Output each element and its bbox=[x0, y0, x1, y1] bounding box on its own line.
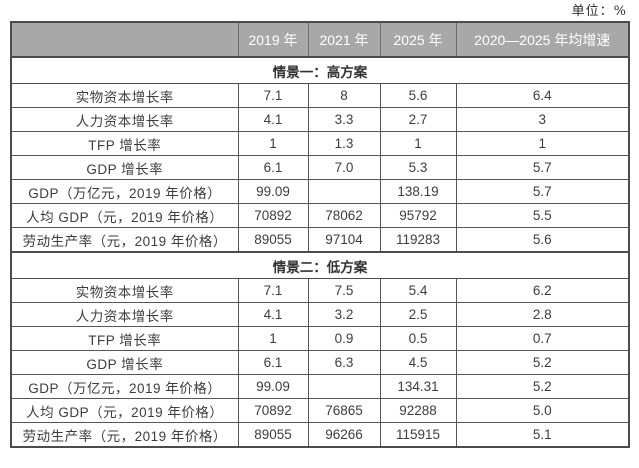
cell-avg: 0.7 bbox=[455, 326, 630, 351]
cell-2025: 119283 bbox=[379, 227, 457, 253]
table-row: 人力资本增长率 4.1 3.2 2.5 2.8 bbox=[10, 302, 630, 327]
cell-2019: 4.1 bbox=[237, 302, 309, 327]
cell-2025: 95792 bbox=[379, 203, 457, 228]
section-title-low: 情景二：低方案 bbox=[10, 251, 630, 279]
cell-avg: 5.6 bbox=[455, 227, 630, 253]
section-row-high: 情景一：高方案 bbox=[10, 56, 630, 84]
cell-2019: 70892 bbox=[237, 398, 309, 423]
cell-2019: 1 bbox=[237, 131, 309, 156]
cell-2025: 5.4 bbox=[379, 278, 457, 303]
cell-avg: 5.2 bbox=[455, 350, 630, 375]
table-row: TFP 增长率 1 1.3 1 1 bbox=[10, 131, 630, 156]
cell-2019: 89055 bbox=[237, 422, 309, 448]
table-row: 实物资本增长率 7.1 7.5 5.4 6.2 bbox=[10, 278, 630, 303]
cell-2021 bbox=[307, 179, 381, 204]
row-label: 人力资本增长率 bbox=[10, 302, 239, 327]
cell-2021: 96266 bbox=[307, 422, 381, 448]
cell-2019: 99.09 bbox=[237, 179, 309, 204]
row-label: GDP（万亿元，2019 年价格） bbox=[10, 374, 239, 399]
cell-avg: 5.7 bbox=[455, 155, 630, 180]
row-label: 实物资本增长率 bbox=[10, 278, 239, 303]
header-avg-growth: 2020—2025 年均增速 bbox=[455, 21, 630, 58]
cell-avg: 1 bbox=[455, 131, 630, 156]
cell-2019: 7.1 bbox=[237, 83, 309, 108]
cell-2021: 76865 bbox=[307, 398, 381, 423]
cell-avg: 5.7 bbox=[455, 179, 630, 204]
table-row: GDP 增长率 6.1 6.3 4.5 5.2 bbox=[10, 350, 630, 375]
cell-2025: 115915 bbox=[379, 422, 457, 448]
cell-avg: 6.4 bbox=[455, 83, 630, 108]
row-label: 劳动生产率（元，2019 年价格） bbox=[10, 422, 239, 448]
row-label: 人均 GDP（元，2019 年价格） bbox=[10, 203, 239, 228]
table-row: 人均 GDP（元，2019 年价格） 70892 76865 92288 5.0 bbox=[10, 398, 630, 423]
cell-2019: 99.09 bbox=[237, 374, 309, 399]
row-label: GDP 增长率 bbox=[10, 350, 239, 375]
cell-2025: 5.3 bbox=[379, 155, 457, 180]
table-row: GDP 增长率 6.1 7.0 5.3 5.7 bbox=[10, 155, 630, 180]
cell-2021: 97104 bbox=[307, 227, 381, 253]
cell-2021: 78062 bbox=[307, 203, 381, 228]
cell-2021 bbox=[307, 374, 381, 399]
cell-2021: 1.3 bbox=[307, 131, 381, 156]
row-label: 实物资本增长率 bbox=[10, 83, 239, 108]
cell-2025: 0.5 bbox=[379, 326, 457, 351]
table-row: GDP（万亿元，2019 年价格） 99.09 138.19 5.7 bbox=[10, 179, 630, 204]
table-row: 劳动生产率（元，2019 年价格） 89055 97104 119283 5.6 bbox=[10, 227, 630, 253]
cell-2021: 7.0 bbox=[307, 155, 381, 180]
table-row: 劳动生产率（元，2019 年价格） 89055 96266 115915 5.1 bbox=[10, 422, 630, 448]
scenario-projection-table: 2019 年 2021 年 2025 年 2020—2025 年均增速 情景一：… bbox=[10, 21, 630, 448]
cell-2019: 89055 bbox=[237, 227, 309, 253]
cell-avg: 5.0 bbox=[455, 398, 630, 423]
row-label: 人均 GDP（元，2019 年价格） bbox=[10, 398, 239, 423]
cell-2025: 5.6 bbox=[379, 83, 457, 108]
cell-avg: 3 bbox=[455, 107, 630, 132]
cell-avg: 5.1 bbox=[455, 422, 630, 448]
cell-avg: 2.8 bbox=[455, 302, 630, 327]
cell-2025: 2.7 bbox=[379, 107, 457, 132]
cell-avg: 6.2 bbox=[455, 278, 630, 303]
header-2021: 2021 年 bbox=[307, 21, 381, 58]
table-row: 实物资本增长率 7.1 8 5.6 6.4 bbox=[10, 83, 630, 108]
cell-2019: 1 bbox=[237, 326, 309, 351]
unit-note: 单位：% bbox=[571, 4, 627, 19]
cell-2019: 6.1 bbox=[237, 350, 309, 375]
table-row: 人均 GDP（元，2019 年价格） 70892 78062 95792 5.5 bbox=[10, 203, 630, 228]
cell-avg: 5.5 bbox=[455, 203, 630, 228]
table-row: GDP（万亿元，2019 年价格） 99.09 134.31 5.2 bbox=[10, 374, 630, 399]
cell-2021: 7.5 bbox=[307, 278, 381, 303]
table-header: 2019 年 2021 年 2025 年 2020—2025 年均增速 bbox=[10, 21, 630, 58]
header-2019: 2019 年 bbox=[237, 21, 309, 58]
cell-2025: 4.5 bbox=[379, 350, 457, 375]
cell-2019: 7.1 bbox=[237, 278, 309, 303]
header-empty bbox=[10, 21, 239, 58]
cell-2021: 3.3 bbox=[307, 107, 381, 132]
row-label: GDP（万亿元，2019 年价格） bbox=[10, 179, 239, 204]
cell-2019: 6.1 bbox=[237, 155, 309, 180]
cell-2025: 92288 bbox=[379, 398, 457, 423]
cell-2025: 1 bbox=[379, 131, 457, 156]
header-2025: 2025 年 bbox=[379, 21, 457, 58]
cell-2025: 138.19 bbox=[379, 179, 457, 204]
header-row: 2019 年 2021 年 2025 年 2020—2025 年均增速 bbox=[10, 21, 630, 58]
table-row: TFP 增长率 1 0.9 0.5 0.7 bbox=[10, 326, 630, 351]
cell-2021: 8 bbox=[307, 83, 381, 108]
cell-2021: 3.2 bbox=[307, 302, 381, 327]
row-label: 劳动生产率（元，2019 年价格） bbox=[10, 227, 239, 253]
cell-avg: 5.2 bbox=[455, 374, 630, 399]
cell-2025: 134.31 bbox=[379, 374, 457, 399]
row-label: 人力资本增长率 bbox=[10, 107, 239, 132]
row-label: GDP 增长率 bbox=[10, 155, 239, 180]
cell-2025: 2.5 bbox=[379, 302, 457, 327]
cell-2021: 6.3 bbox=[307, 350, 381, 375]
cell-2019: 4.1 bbox=[237, 107, 309, 132]
table-body: 情景一：高方案 实物资本增长率 7.1 8 5.6 6.4 人力资本增长率 4.… bbox=[10, 56, 630, 448]
cell-2021: 0.9 bbox=[307, 326, 381, 351]
section-row-low: 情景二：低方案 bbox=[10, 251, 630, 279]
row-label: TFP 增长率 bbox=[10, 131, 239, 156]
row-label: TFP 增长率 bbox=[10, 326, 239, 351]
cell-2019: 70892 bbox=[237, 203, 309, 228]
table-row: 人力资本增长率 4.1 3.3 2.7 3 bbox=[10, 107, 630, 132]
section-title-high: 情景一：高方案 bbox=[10, 56, 630, 84]
